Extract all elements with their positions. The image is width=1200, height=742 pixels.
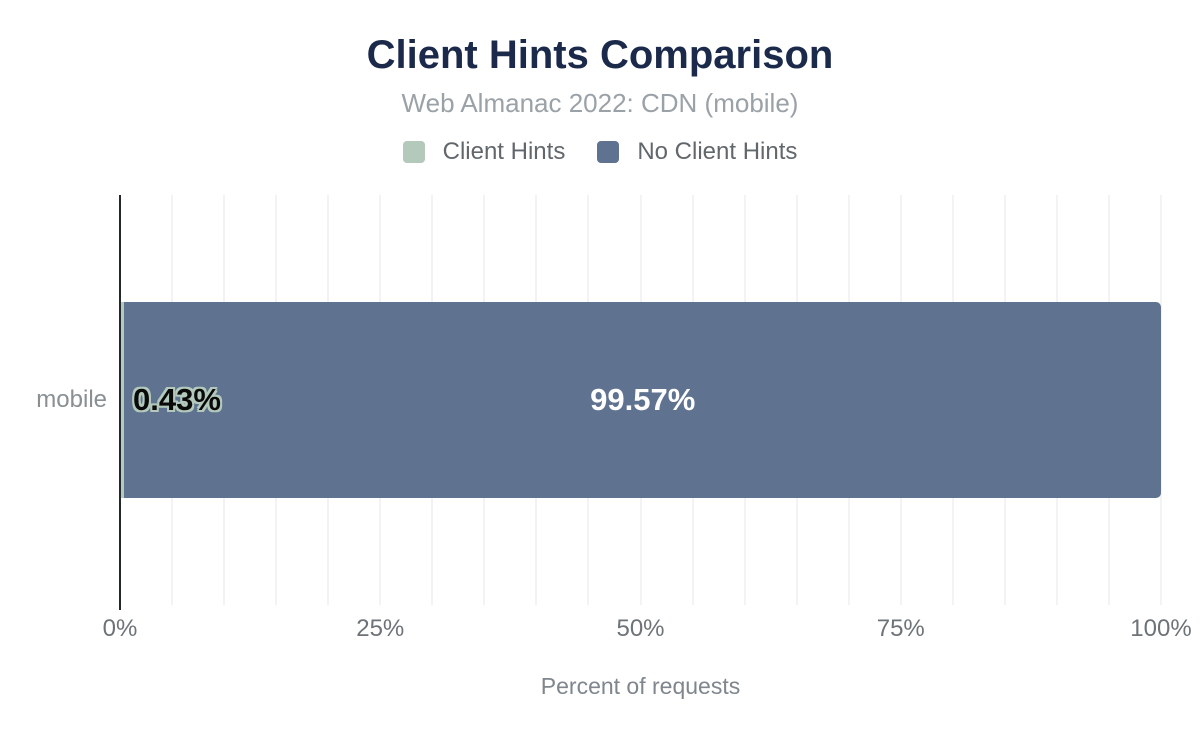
chart-title: Client Hints Comparison: [366, 33, 834, 77]
x-tick-0: 0%: [102, 615, 138, 642]
x-tick-75: 75%: [876, 615, 925, 642]
plot-area: mobile 0.43% 99.57% 0% 25% 50% 75% 100% …: [36, 195, 1192, 699]
bar-segment-client-hints[interactable]: [120, 302, 125, 498]
legend-item-no-client-hints[interactable]: No Client Hints: [597, 140, 797, 164]
legend: Client Hints No Client Hints: [0, 140, 1200, 164]
x-tick-50: 50%: [616, 615, 665, 642]
legend-label-client-hints: Client Hints: [442, 138, 566, 165]
legend-label-no-client-hints: No Client Hints: [637, 138, 798, 165]
gridline: [1160, 195, 1162, 605]
bar-mobile: [120, 302, 1161, 498]
data-label-client-hints: 0.43%: [133, 382, 221, 417]
data-label-no-client-hints: 99.57%: [590, 382, 696, 417]
x-tick-25: 25%: [356, 615, 405, 642]
y-axis-line: [119, 195, 121, 610]
category-label-mobile: mobile: [36, 386, 107, 413]
x-axis-title: Percent of requests: [540, 673, 741, 699]
chart-subtitle: Web Almanac 2022: CDN (mobile): [401, 88, 799, 118]
bar-segment-no-client-hints[interactable]: [124, 302, 1161, 498]
legend-swatch-client-hints-icon: [402, 141, 425, 163]
legend-item-client-hints[interactable]: Client Hints: [402, 138, 566, 165]
legend-swatch-no-client-hints-icon: [597, 141, 620, 163]
x-tick-100: 100%: [1130, 615, 1192, 642]
